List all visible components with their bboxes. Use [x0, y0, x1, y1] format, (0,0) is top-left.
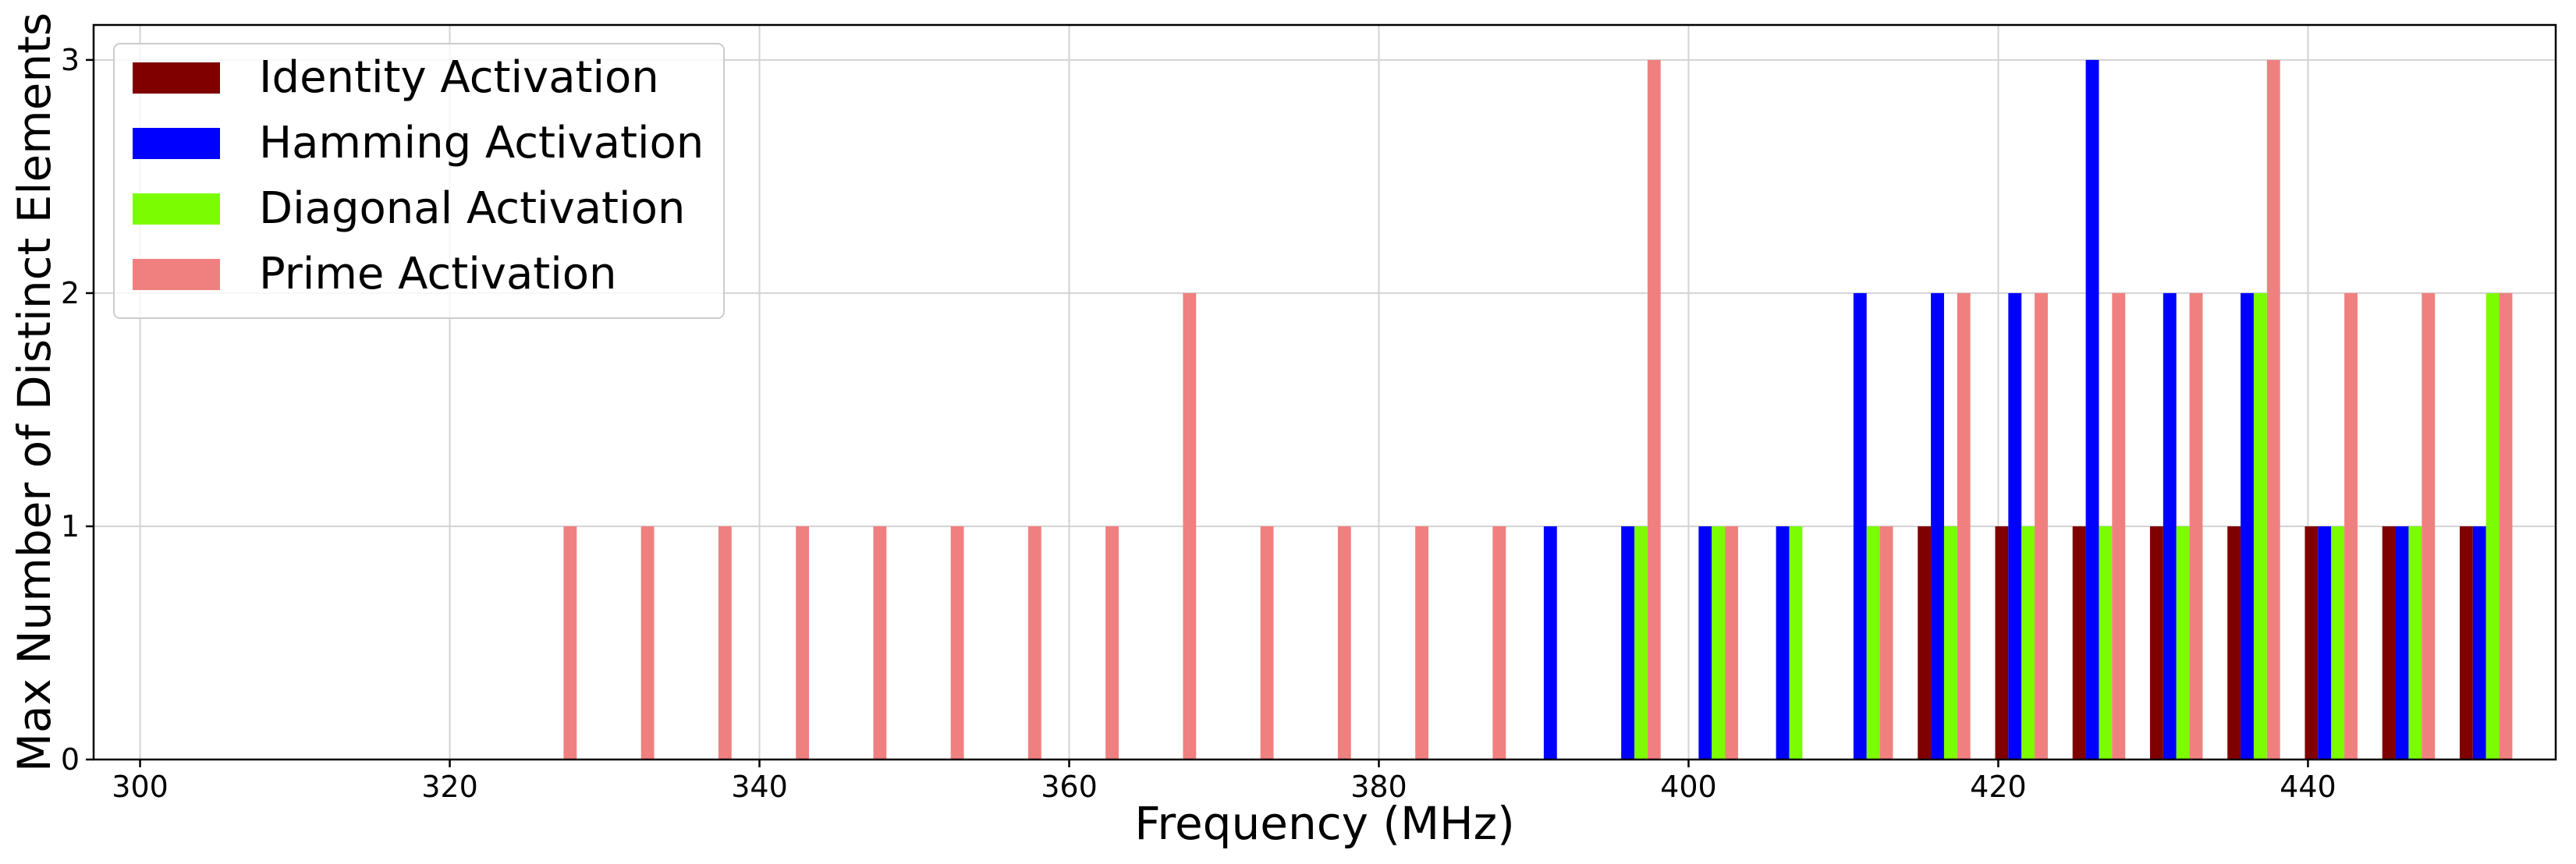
bar-identity-activation-435 [2227, 526, 2241, 760]
bar-diagonal-activation-425 [2099, 526, 2113, 760]
bar-prime-activation-425 [2112, 292, 2126, 760]
legend-swatch-diagonal-activation [133, 193, 220, 225]
x-tick-label: 400 [1660, 770, 1717, 804]
bar-hamming-activation-420 [2008, 292, 2022, 760]
bar-identity-activation-430 [2149, 526, 2163, 760]
bar-prime-activation-410 [1879, 526, 1893, 760]
bar-identity-activation-415 [1918, 526, 1932, 760]
bar-prime-activation-350 [950, 526, 964, 760]
bar-diagonal-activation-450 [2486, 292, 2500, 760]
y-tick-label: 3 [61, 43, 80, 77]
bar-diagonal-activation-420 [2021, 526, 2035, 760]
bar-diagonal-activation-405 [1789, 526, 1803, 760]
legend-label-identity-activation: Identity Activation [259, 52, 659, 103]
x-tick-label: 420 [1970, 770, 2027, 804]
legend-swatch-prime-activation [133, 259, 220, 290]
bar-diagonal-activation-445 [2408, 526, 2422, 760]
bar-hamming-activation-440 [2318, 526, 2332, 760]
legend-swatch-identity-activation [133, 62, 220, 94]
bar-diagonal-activation-415 [1943, 526, 1957, 760]
bar-diagonal-activation-435 [2253, 292, 2267, 760]
bar-prime-activation-450 [2499, 292, 2513, 760]
bar-prime-activation-340 [796, 526, 810, 760]
legend-label-hamming-activation: Hamming Activation [259, 118, 704, 168]
bar-prime-activation-420 [2035, 292, 2048, 760]
bar-hamming-activation-425 [2085, 59, 2099, 760]
legend: Identity Activation Hamming Activation Dia… [113, 43, 725, 319]
bar-hamming-activation-430 [2163, 292, 2177, 760]
bar-identity-activation-450 [2459, 526, 2473, 760]
bar-prime-activation-325 [563, 526, 577, 760]
bar-hamming-activation-390 [1543, 526, 1557, 760]
bar-prime-activation-330 [640, 526, 655, 760]
bar-prime-activation-435 [2266, 59, 2280, 760]
x-tick-label: 340 [731, 770, 788, 804]
bar-diagonal-activation-395 [1634, 526, 1648, 760]
bar-identity-activation-420 [1995, 526, 2009, 760]
y-axis-label: Max Number of Distinct Elements [8, 12, 61, 772]
x-axis-label: Frequency (MHz) [1134, 797, 1514, 850]
y-tick-label: 2 [61, 276, 80, 310]
bars [563, 59, 2513, 760]
x-axis-ticks: 300 320 340 360 380 400 420 440 [112, 760, 2336, 804]
x-tick-label: 360 [1041, 770, 1098, 804]
bar-prime-activation-355 [1027, 526, 1041, 760]
legend-box [113, 43, 725, 319]
bar-prime-activation-365 [1183, 292, 1197, 760]
bar-hamming-activation-400 [1698, 526, 1712, 760]
bar-identity-activation-425 [2072, 526, 2086, 760]
legend-label-prime-activation: Prime Activation [259, 249, 617, 299]
bar-prime-activation-415 [1957, 292, 1971, 760]
bar-hamming-activation-410 [1853, 292, 1867, 760]
y-tick-label: 0 [61, 742, 80, 777]
bar-hamming-activation-405 [1776, 526, 1790, 760]
x-tick-label: 320 [421, 770, 478, 804]
bar-hamming-activation-395 [1621, 526, 1634, 760]
bar-prime-activation-430 [2189, 292, 2203, 760]
bar-prime-activation-375 [1337, 526, 1351, 760]
bar-prime-activation-445 [2422, 292, 2436, 760]
bar-prime-activation-395 [1647, 59, 1661, 760]
bar-identity-activation-445 [2382, 526, 2396, 760]
bar-hamming-activation-415 [1931, 292, 1944, 760]
bar-hamming-activation-450 [2472, 526, 2486, 760]
bar-prime-activation-335 [718, 526, 732, 760]
bar-diagonal-activation-400 [1712, 526, 1726, 760]
bar-prime-activation-440 [2344, 292, 2358, 760]
bar-prime-activation-345 [873, 526, 887, 760]
y-tick-label: 1 [61, 509, 80, 544]
bar-diagonal-activation-410 [1866, 526, 1880, 760]
bar-hamming-activation-445 [2395, 526, 2409, 760]
bar-diagonal-activation-440 [2331, 526, 2345, 760]
bar-prime-activation-400 [1725, 526, 1738, 760]
x-tick-label: 380 [1350, 770, 1407, 804]
x-tick-label: 440 [2280, 770, 2336, 804]
bar-prime-activation-380 [1415, 526, 1428, 760]
legend-swatch-hamming-activation [133, 128, 220, 159]
y-axis-ticks: 0 1 2 3 [61, 43, 94, 777]
legend-label-diagonal-activation: Diagonal Activation [259, 183, 685, 234]
bar-prime-activation-385 [1492, 526, 1506, 760]
bar-identity-activation-440 [2305, 526, 2319, 760]
plot-frame [92, 23, 2557, 761]
bar-diagonal-activation-430 [2176, 526, 2190, 760]
bar-prime-activation-370 [1260, 526, 1274, 760]
bar-prime-activation-360 [1105, 526, 1119, 760]
x-tick-label: 300 [112, 770, 169, 804]
bar-hamming-activation-435 [2241, 292, 2254, 760]
